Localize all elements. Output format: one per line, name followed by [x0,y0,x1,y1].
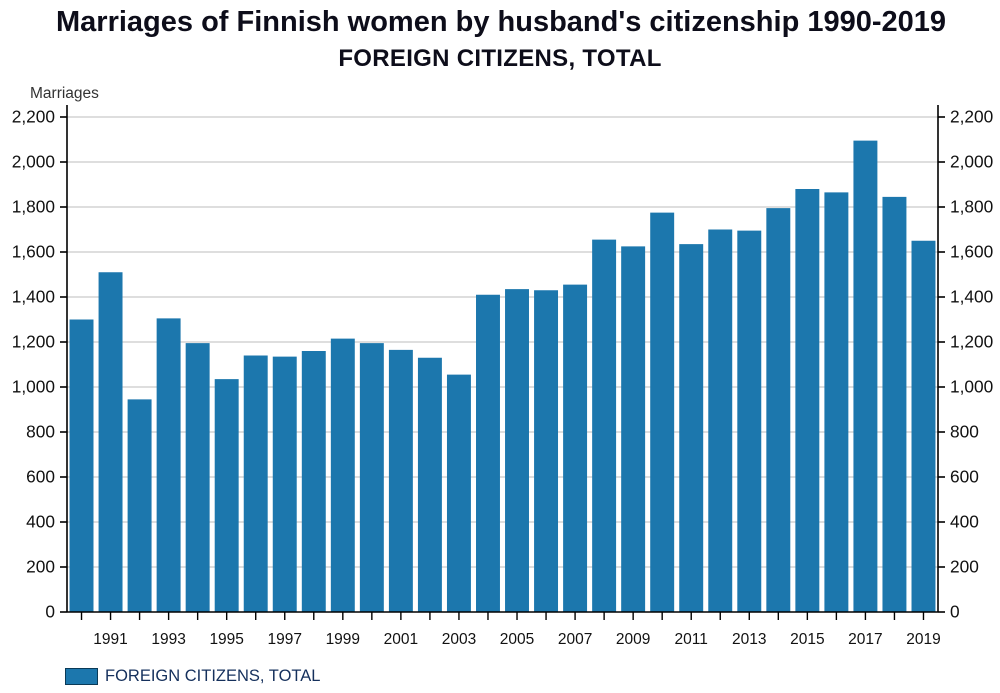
svg-text:200: 200 [950,557,979,577]
svg-text:1995: 1995 [209,631,243,648]
svg-text:2019: 2019 [906,631,940,648]
svg-text:2003: 2003 [442,631,476,648]
svg-text:1,200: 1,200 [950,332,993,352]
svg-text:400: 400 [950,512,979,532]
svg-text:1,000: 1,000 [950,377,993,397]
svg-text:1,000: 1,000 [12,377,55,397]
svg-text:1997: 1997 [268,631,302,648]
svg-text:1999: 1999 [326,631,360,648]
svg-text:1991: 1991 [93,631,127,648]
svg-text:2009: 2009 [616,631,650,648]
svg-text:1,200: 1,200 [12,332,55,352]
svg-text:1993: 1993 [151,631,185,648]
svg-text:2013: 2013 [732,631,766,648]
svg-text:2007: 2007 [558,631,592,648]
svg-text:2,200: 2,200 [12,107,55,127]
svg-text:0: 0 [950,602,960,622]
svg-text:200: 200 [26,557,55,577]
svg-text:400: 400 [26,512,55,532]
svg-text:1,600: 1,600 [12,242,55,262]
svg-text:2015: 2015 [790,631,824,648]
svg-text:2017: 2017 [848,631,882,648]
svg-text:1,600: 1,600 [950,242,993,262]
svg-text:1,400: 1,400 [12,287,55,307]
svg-text:2,200: 2,200 [950,107,993,127]
svg-text:2005: 2005 [500,631,534,648]
svg-text:2001: 2001 [384,631,418,648]
svg-text:600: 600 [950,467,979,487]
svg-text:800: 800 [26,422,55,442]
svg-text:0: 0 [45,602,55,622]
svg-text:600: 600 [26,467,55,487]
svg-text:2011: 2011 [675,631,708,648]
svg-text:1,800: 1,800 [12,197,55,217]
svg-text:1,400: 1,400 [950,287,993,307]
svg-text:2,000: 2,000 [12,152,55,172]
svg-text:800: 800 [950,422,979,442]
svg-text:1,800: 1,800 [950,197,993,217]
svg-text:2,000: 2,000 [950,152,993,172]
